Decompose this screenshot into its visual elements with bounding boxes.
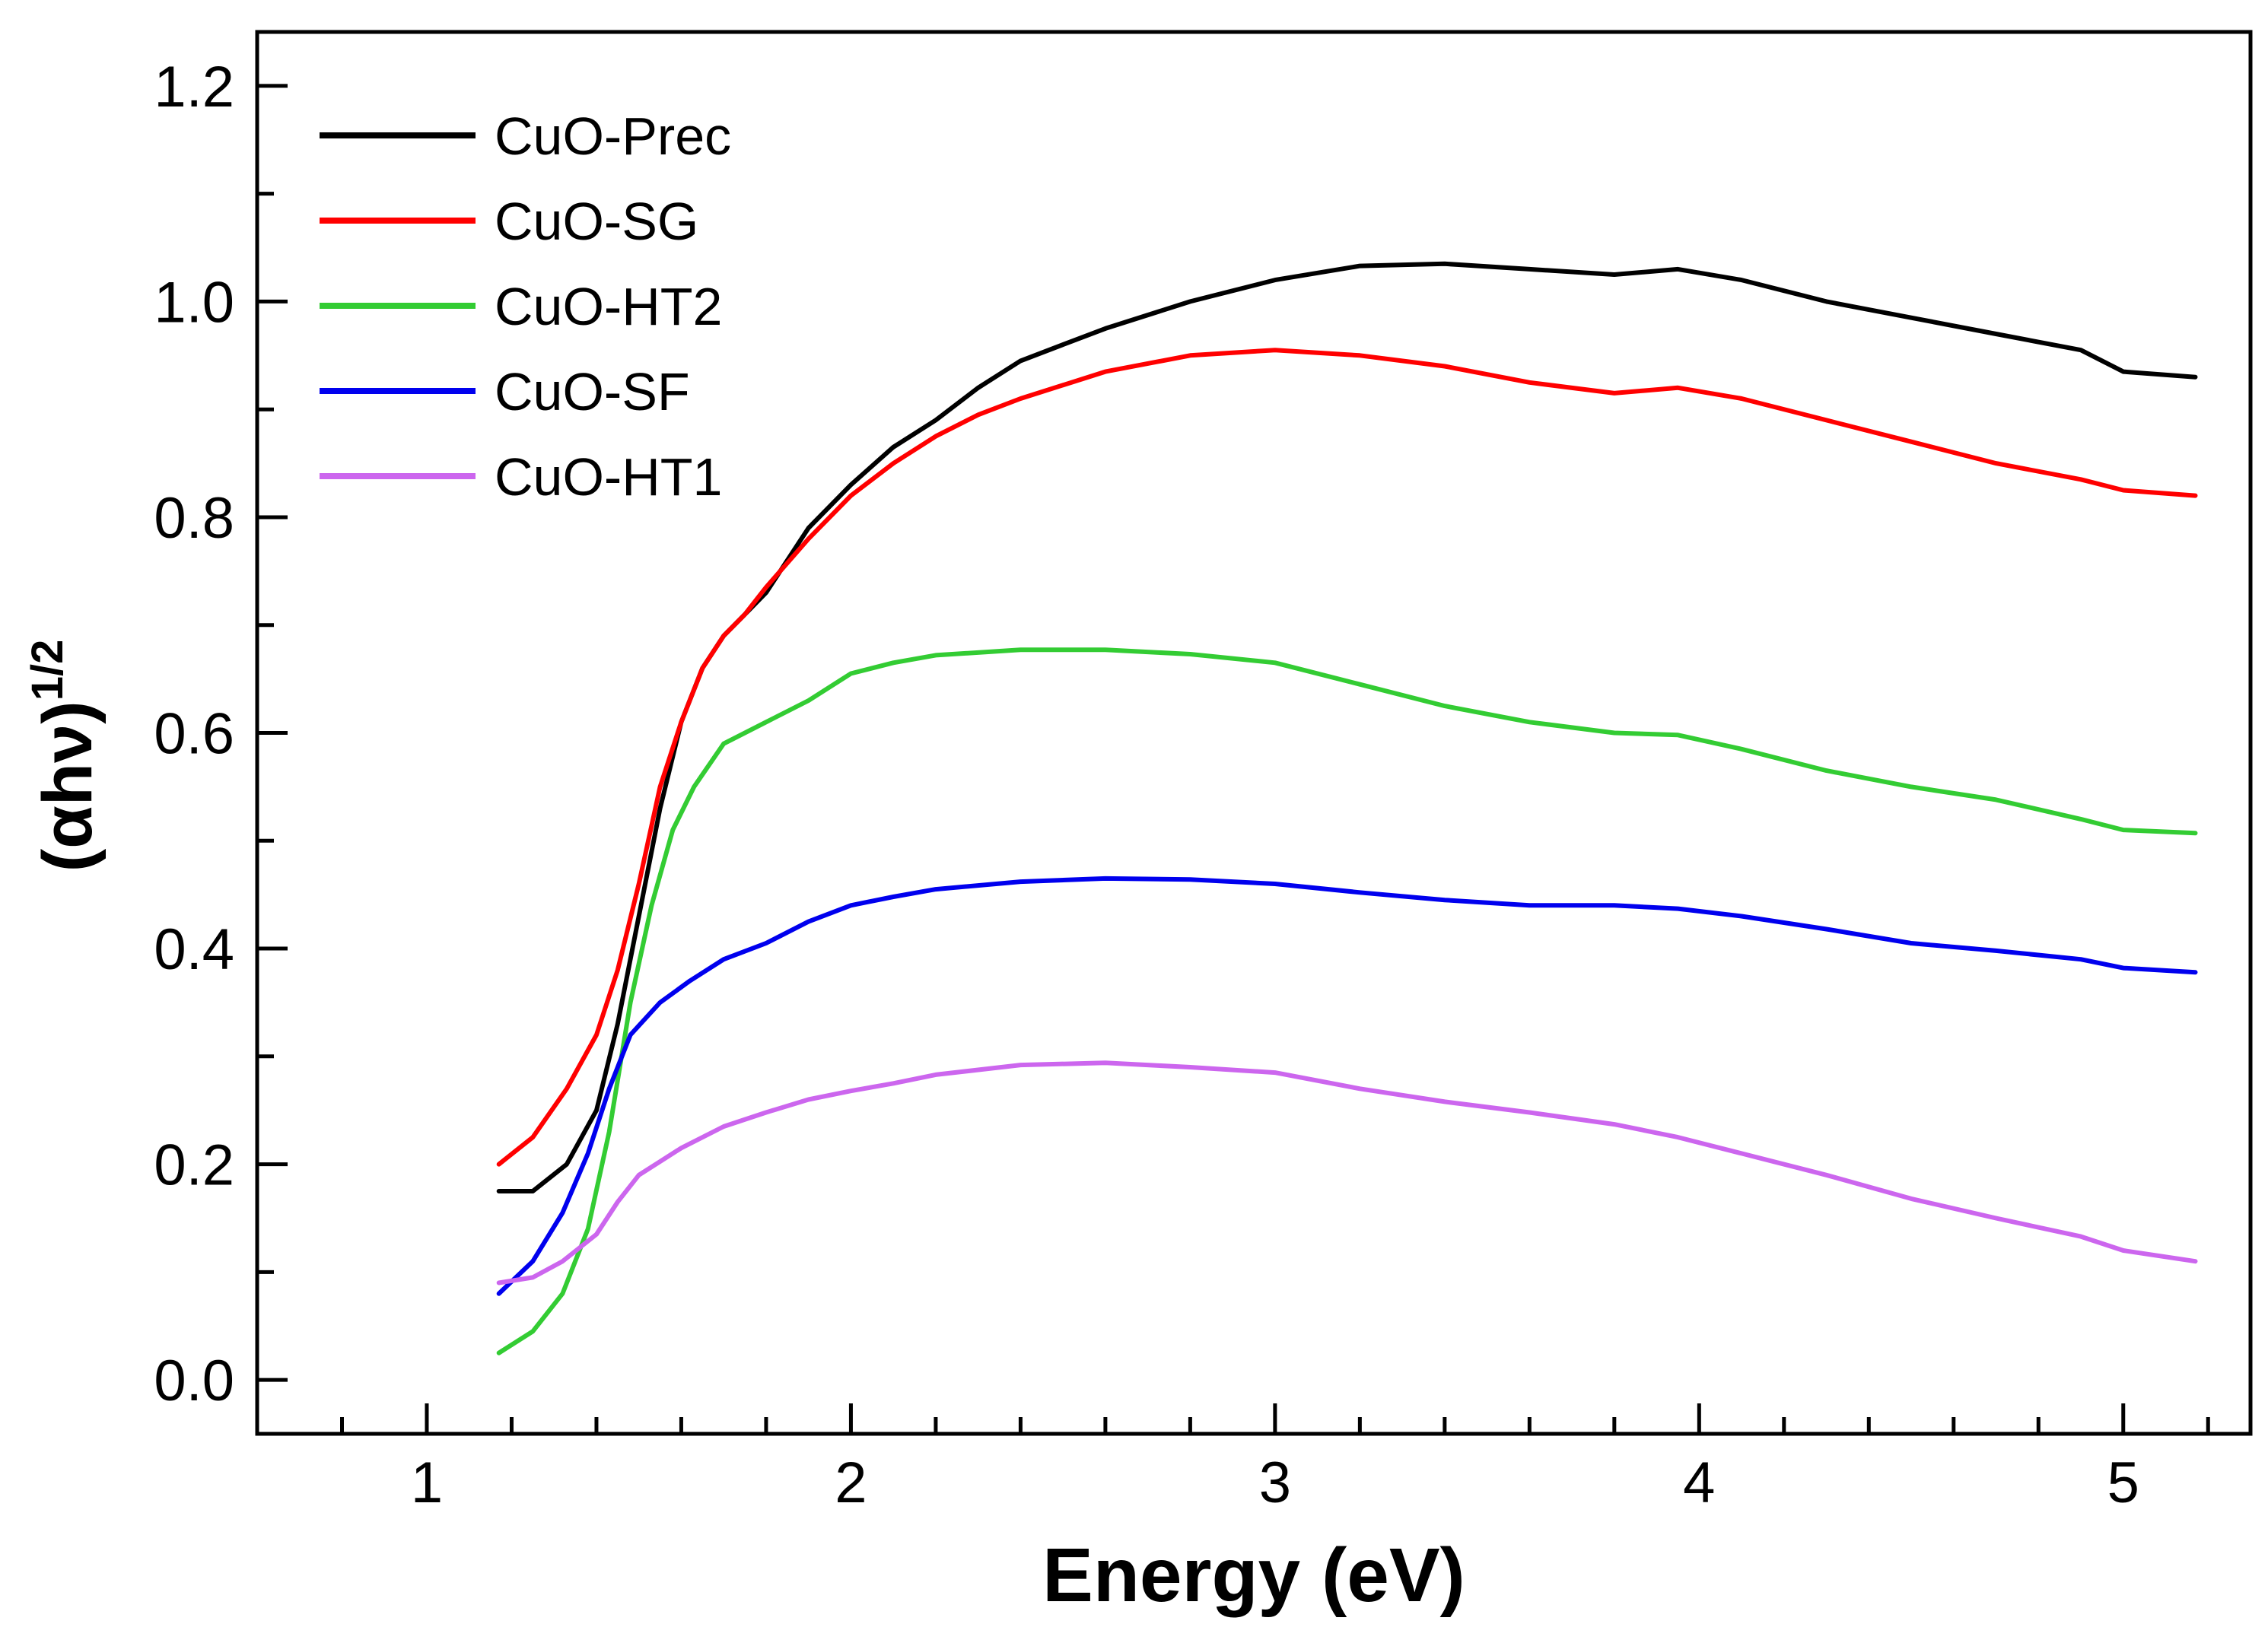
y-axis-title-exponent: 1/2 <box>23 640 72 701</box>
plot-lines <box>496 261 2198 1355</box>
y-axis-title: (αhν)1/2 <box>23 640 107 872</box>
legend-label: CuO-SG <box>495 192 698 251</box>
y-tick-label: 1.0 <box>154 270 234 335</box>
legend-label: CuO-HT2 <box>495 277 722 336</box>
y-tick-label: 0.6 <box>154 702 234 767</box>
x-axis-ticks: 1 2 3 4 5 <box>339 1403 2210 1515</box>
series-line-cuo-sf <box>496 876 2198 1296</box>
x-axis-title: Energy (eV) <box>1042 1533 1465 1618</box>
y-tick-label: 0.2 <box>154 1133 234 1198</box>
x-tick-label: 1 <box>411 1451 443 1515</box>
legend-label: CuO-HT1 <box>495 447 722 507</box>
series-line-cuo-ht1 <box>496 1060 2198 1285</box>
x-tick-label: 3 <box>1259 1451 1291 1515</box>
y-tick-label: 0.0 <box>154 1349 234 1413</box>
y-tick-label: 1.2 <box>154 55 234 119</box>
series-line-cuo-sg <box>496 348 2198 1167</box>
legend-label: CuO-Prec <box>495 106 731 166</box>
x-tick-label: 4 <box>1683 1451 1715 1515</box>
legend: CuO-Prec CuO-SG CuO-HT2 CuO-SF CuO-HT1 <box>320 106 731 507</box>
x-tick-label: 5 <box>2107 1451 2139 1515</box>
y-axis-ticks: 0.0 0.2 0.4 0.6 0.8 1.0 1.2 <box>154 55 288 1413</box>
series-line-cuo-ht2 <box>496 647 2198 1355</box>
y-tick-label: 0.4 <box>154 917 234 982</box>
legend-label: CuO-SF <box>495 362 690 421</box>
y-axis-title-base: (αhν) <box>29 701 107 872</box>
series-line-cuo-prec <box>496 261 2198 1193</box>
x-tick-label: 2 <box>835 1451 867 1515</box>
y-tick-label: 0.8 <box>154 486 234 551</box>
